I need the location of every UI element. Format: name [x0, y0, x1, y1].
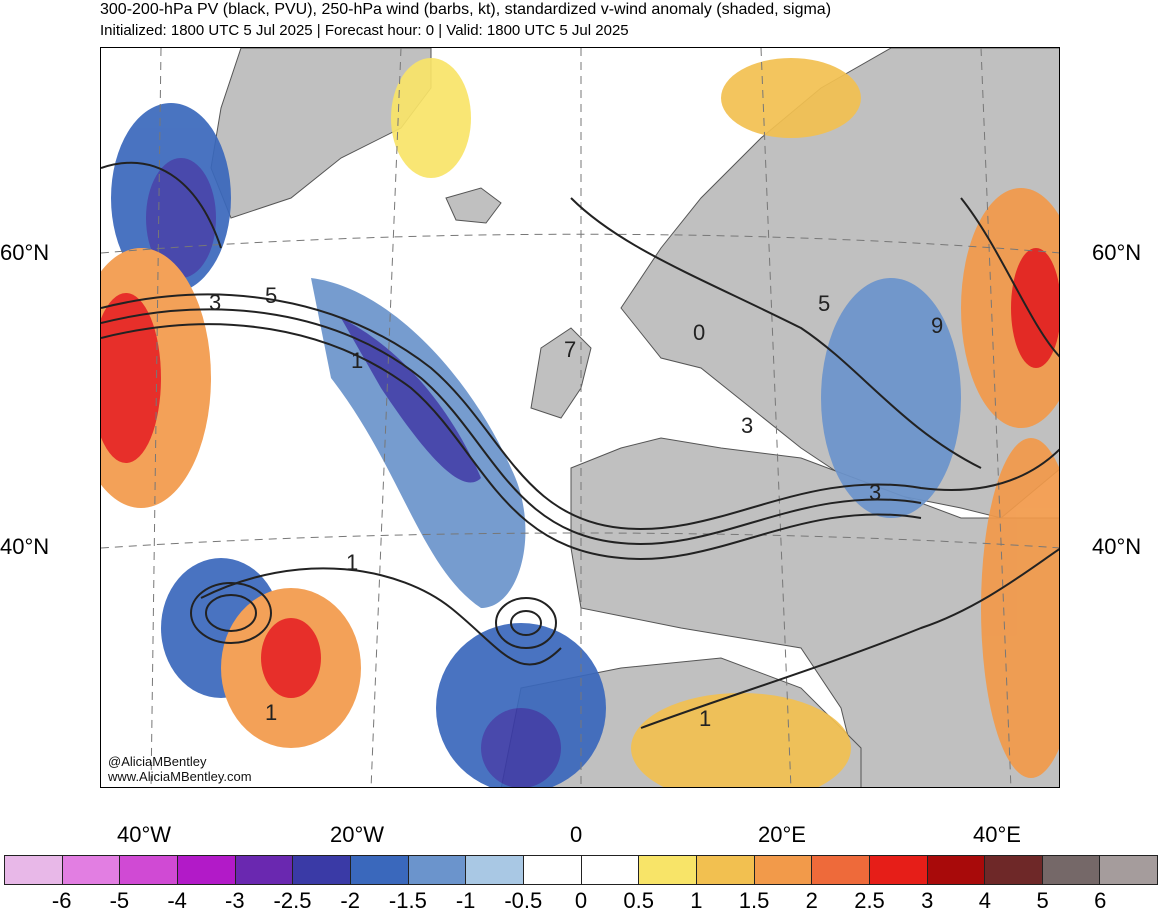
credit-handle: @AliciaMBentley: [108, 754, 207, 769]
contour-label: 1: [346, 550, 358, 575]
contour-label: 5: [818, 291, 830, 316]
colorbar-cell: [754, 856, 813, 884]
pos-anomaly-north-africa: [631, 693, 851, 787]
lon-label-40e: 40°E: [973, 822, 1021, 847]
pos-anomaly-turkey: [981, 438, 1059, 778]
colorbar-cell: [581, 856, 640, 884]
pos-anomaly-east: [961, 188, 1059, 428]
contour-label: 5: [265, 283, 277, 308]
lon-label-20w: 20°W: [330, 822, 385, 847]
contour-label: 1: [351, 348, 363, 373]
lon-label-40w: 40°W: [117, 822, 172, 847]
colorbar-cell: [62, 856, 121, 884]
colorbar-label: 1: [690, 888, 703, 913]
colorbar-cell: [927, 856, 986, 884]
credit-site: www.AliciaMBentley.com: [108, 769, 252, 784]
iceland-land: [445, 187, 502, 224]
colorbar-label: -5: [109, 888, 130, 913]
colorbar-cell: [1042, 856, 1101, 884]
colorbar-label: -4: [167, 888, 187, 913]
pv-contours: [101, 161, 1059, 729]
lon-label-0: 0: [570, 822, 583, 847]
contour-label: 7: [564, 337, 576, 362]
colorbar-label: -2.5: [273, 888, 312, 913]
colorbar-cell: [812, 856, 870, 884]
colorbar-cell: [639, 856, 697, 884]
colorbar-cell: [235, 856, 294, 884]
contour-label-group: 3 5 1 7 3 5 9 3 1 1 1 0: [209, 283, 943, 731]
colorbar-label: 3: [921, 888, 934, 913]
colorbar-label: 0: [574, 888, 588, 913]
contour-label: 1: [699, 706, 711, 731]
pos-anomaly-north: [721, 58, 861, 138]
colorbar-label: 1.5: [738, 888, 770, 913]
colorbar-label: 5: [1036, 888, 1049, 913]
colorbar-cell: [523, 856, 582, 884]
lon-label-20e: 20°E: [758, 822, 806, 847]
lat-label-60n-left: 60°N: [0, 240, 50, 265]
weather-map: 3 5 1 7 3 5 9 3 1 1 1 0: [100, 47, 1060, 788]
uk-land: [530, 327, 592, 419]
contour-label: 3: [869, 480, 881, 505]
anomaly-layer: [101, 58, 1059, 787]
neg-anomaly-russia: [821, 278, 961, 518]
colorbar-label: -2: [340, 888, 360, 913]
colorbar-cell: [985, 856, 1043, 884]
colorbar-cell: [869, 856, 928, 884]
colorbar-cell: [350, 856, 409, 884]
colorbar-cell: [293, 856, 351, 884]
lat-label-40n-right: 40°N: [1092, 534, 1142, 559]
lat-label-60n-right: 60°N: [1092, 240, 1142, 265]
contour-label: 1: [265, 700, 277, 725]
colorbar-cell: [177, 856, 236, 884]
neg-anomaly-iberia: [436, 623, 606, 787]
colorbar-cell: [696, 856, 755, 884]
colorbar-cell: [120, 856, 178, 884]
colorbar-label: -6: [51, 888, 72, 913]
contour-label: 3: [741, 413, 753, 438]
contour-label: 9: [931, 313, 943, 338]
colorbar-label: -3: [225, 888, 245, 913]
colorbar-label: 2.5: [854, 888, 885, 913]
chart-title: 300-200-hPa PV (black, PVU), 250-hPa win…: [100, 1, 832, 18]
colorbar-label: -1: [455, 888, 476, 913]
chart-subtitle: Initialized: 1800 UTC 5 Jul 2025 | Forec…: [100, 22, 629, 39]
graticule: [101, 48, 1059, 787]
colorbar-label: 6: [1094, 888, 1107, 913]
lat-label-40n-left: 40°N: [0, 534, 50, 559]
contour-label: 3: [209, 290, 221, 315]
colorbar-label: 0.5: [623, 888, 654, 913]
colorbar-label: 4: [978, 888, 992, 913]
contour-label: 0: [693, 320, 705, 345]
europe-land: [570, 437, 1059, 787]
colorbar: [4, 855, 1158, 885]
map-canvas: 3 5 1 7 3 5 9 3 1 1 1 0: [101, 48, 1059, 787]
colorbar-cell: [1100, 856, 1158, 884]
neg-anomaly-jet: [311, 278, 526, 608]
colorbar-cell: [5, 856, 63, 884]
colorbar-label: 2: [805, 888, 818, 913]
colorbar-label: -1.5: [388, 888, 427, 913]
colorbar-label: -0.5: [504, 888, 543, 913]
colorbar-cell: [466, 856, 524, 884]
colorbar-cell: [408, 856, 467, 884]
